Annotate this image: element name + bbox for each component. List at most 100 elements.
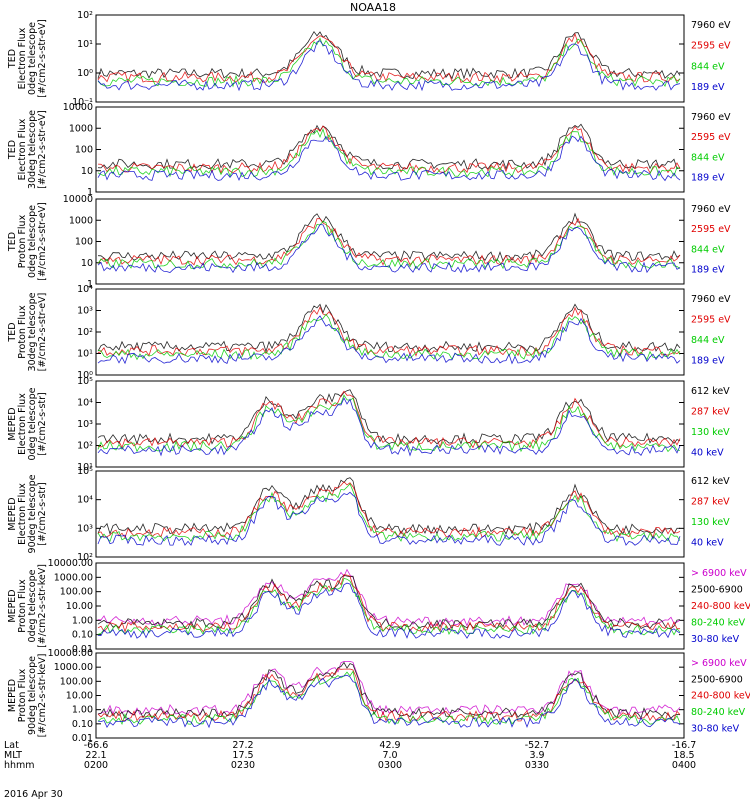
series-trace [97, 389, 681, 446]
y-tick-label: 10 [81, 258, 93, 269]
y-axis-label-line: Electron Flux [17, 118, 28, 180]
y-axis-label-line: MEPED [7, 679, 18, 712]
series-trace [97, 220, 681, 270]
y-axis-label-line: [#/cm2-s-str] [37, 482, 48, 545]
y-tick-label: 1000.00 [54, 572, 93, 583]
y-axis-label-line: [#/cm2-s-str] [37, 392, 48, 455]
panel-5: 10¹ 10² 10³ 10⁴ 10⁵ MEPEDElectron Flux0deg te… [7, 376, 730, 473]
legend-entry: 287 keV [691, 406, 730, 417]
legend-entry: 2595 eV [691, 132, 731, 143]
legend-entry: 2595 eV [691, 224, 731, 235]
y-axis-label-line: MEPED [7, 589, 18, 622]
y-axis-label-line: [#/cm2-s-str-keV] [37, 564, 48, 648]
y-tick-label: 10⁰ [77, 68, 93, 79]
legend-entry: 2500-6900 [691, 585, 743, 596]
legend-entry: 240-800 keV [691, 601, 750, 612]
bottom-tick-lat: -66.6 [84, 740, 109, 751]
y-tick-label: 1.00 [72, 615, 93, 626]
legend-entry: 189 eV [691, 173, 725, 184]
y-axis-label: TEDElectron Flux0deg telescope[#/cm2-s-s… [7, 19, 48, 98]
date-label: 2016 Apr 30 [4, 789, 63, 800]
bottom-tick-hhmm: 0200 [84, 760, 108, 771]
series-trace [97, 670, 681, 726]
y-tick-label: 0.10 [72, 630, 93, 641]
y-axis-label-line: 0deg telescope [27, 205, 38, 278]
y-tick-label: 0.01 [72, 733, 93, 744]
series-trace [97, 32, 681, 84]
series-trace [97, 577, 681, 636]
legend-entry: 7960 eV [691, 112, 731, 123]
y-tick-label: 10.00 [66, 691, 93, 702]
series-trace [97, 313, 681, 361]
legend-entry: > 6900 keV [691, 568, 747, 579]
legend-entry: 7960 eV [691, 20, 731, 31]
y-axis-label-line: TED [7, 322, 18, 342]
y-tick-label: 0.01 [72, 644, 93, 655]
y-axis-label-line: [#/cm2-s-str-eV] [37, 19, 48, 98]
legend-entry: 30-80 keV [691, 634, 740, 645]
series-trace [97, 574, 681, 630]
bottom-row-label: Lat [4, 740, 19, 751]
legend-entry: 80-240 keV [691, 618, 746, 629]
y-tick-label: 10000.00 [48, 648, 93, 659]
y-axis-label-line: 0deg telescope [27, 387, 38, 460]
panel-frame [95, 106, 685, 193]
y-axis-label-line: 0deg telescope [27, 569, 38, 642]
series-trace [97, 483, 681, 543]
series-trace [97, 481, 681, 539]
legend-entry: 612 keV [691, 386, 730, 397]
y-tick-label: 10¹ [77, 462, 93, 473]
series-trace [97, 30, 681, 80]
legend-entry: 612 keV [691, 476, 730, 487]
series-trace [97, 303, 681, 353]
bottom-tick-mlt: 22.1 [85, 750, 106, 761]
series-trace [97, 123, 681, 170]
series-trace [97, 40, 681, 92]
series-trace [97, 125, 681, 175]
y-axis-label: MEPEDProton Flux90deg telescope[#/cm2-s-… [7, 654, 48, 738]
y-tick-label: 10² [77, 552, 93, 563]
legend-entry: 130 keV [691, 517, 730, 528]
y-tick-label: 10000 [63, 194, 93, 205]
y-tick-label: 10⁻¹ [72, 97, 93, 108]
y-tick-label: 100.00 [60, 587, 93, 598]
y-axis-label-line: MEPED [7, 407, 18, 440]
bottom-tick-mlt: 18.5 [673, 750, 694, 761]
legend-entry: 844 eV [691, 335, 725, 346]
panel-frame [95, 14, 685, 103]
series-trace [97, 224, 681, 274]
legend-entry: 7960 eV [691, 294, 731, 305]
y-tick-label: 10.00 [66, 601, 93, 612]
legend-entry: 40 keV [691, 447, 724, 458]
y-axis-label: MEPEDProton Flux0deg telescope[#/cm2-s-s… [7, 564, 48, 648]
legend-entry: 240-800 keV [691, 691, 750, 702]
bottom-tick-lat: -52.7 [525, 740, 550, 751]
series-trace [97, 306, 681, 357]
legend-entry: 844 eV [691, 244, 725, 255]
y-tick-label: 100 [75, 145, 93, 156]
series-trace [97, 674, 681, 729]
y-tick-label: 10⁴ [77, 495, 93, 506]
y-axis-label-line: 0deg telescope [27, 22, 38, 95]
series-trace [97, 315, 681, 365]
legend-entry: 2500-6900 [691, 674, 743, 685]
series-trace [97, 668, 681, 722]
series-trace [97, 212, 681, 262]
series-traces [97, 568, 681, 639]
legend-entry: 40 keV [691, 537, 724, 548]
series-trace [97, 491, 681, 546]
series-trace [97, 217, 681, 266]
y-axis-label: TEDElectron Flux30deg telescope[#/cm2-s-… [7, 110, 48, 189]
y-axis-label-line: Electron Flux [17, 27, 28, 89]
y-tick-label: 10³ [77, 419, 93, 430]
series-trace [97, 660, 681, 716]
series-trace [97, 582, 681, 639]
bottom-tick-hhmm: 0400 [672, 760, 696, 771]
y-tick-label: 10⁰ [77, 370, 93, 381]
y-axis-label-line: [#/cm2-s-str-eV] [37, 202, 48, 281]
y-tick-label: 1000.00 [54, 662, 93, 673]
y-tick-label: 10⁴ [77, 398, 93, 409]
series-trace [97, 37, 681, 88]
y-tick-label: 1.00 [72, 705, 93, 716]
